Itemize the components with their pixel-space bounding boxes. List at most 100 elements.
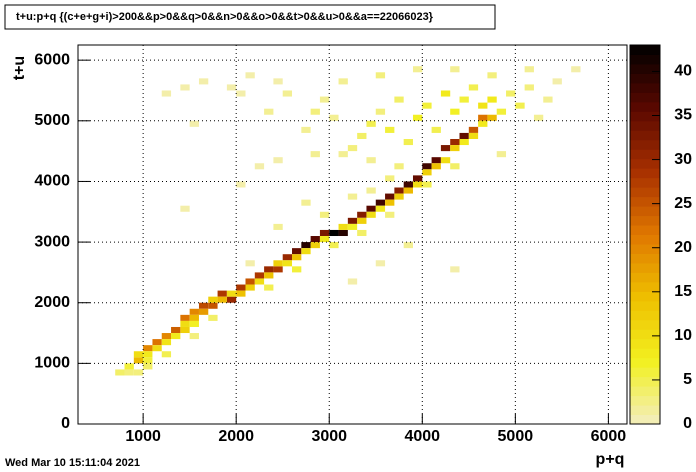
cell	[236, 181, 246, 188]
cell	[171, 333, 181, 340]
cell	[319, 211, 330, 218]
cell	[450, 145, 460, 152]
colorbar-band	[630, 158, 660, 169]
cell	[431, 163, 441, 170]
x-tick-label: 6000	[591, 428, 627, 445]
cell	[319, 229, 330, 237]
y-tick-label: 0	[61, 415, 70, 432]
cell	[292, 248, 302, 255]
cell	[301, 126, 311, 133]
z-tick-label: 40	[674, 63, 692, 80]
y-tick-label: 3000	[34, 233, 70, 250]
cell	[319, 96, 330, 103]
z-tick-label: 25	[674, 195, 692, 212]
colorbar-band	[630, 348, 660, 359]
colorbar-band	[630, 187, 660, 198]
colorbar-band	[630, 120, 660, 131]
cell	[357, 211, 367, 218]
cell	[543, 96, 553, 103]
cell	[357, 132, 367, 139]
colorbar-band	[630, 225, 660, 235]
cell	[329, 242, 339, 249]
z-tick-label: 0	[683, 415, 692, 432]
cell	[301, 248, 311, 255]
cell	[198, 78, 209, 85]
cell	[450, 163, 460, 170]
cell	[347, 278, 358, 285]
cell	[217, 296, 227, 303]
colorbar-band	[630, 45, 660, 55]
cell	[357, 217, 367, 224]
z-tick-label: 10	[674, 327, 692, 344]
cell	[264, 266, 274, 273]
cell	[412, 175, 423, 182]
cell	[468, 126, 479, 133]
cell	[375, 72, 386, 79]
cell	[468, 132, 479, 139]
cell	[524, 66, 534, 73]
cell	[245, 72, 255, 79]
cell	[412, 114, 423, 121]
cell	[431, 126, 441, 133]
cell	[524, 84, 534, 91]
cell	[301, 242, 311, 249]
cell	[394, 96, 404, 103]
cell	[571, 66, 581, 73]
colorbar-band	[630, 111, 660, 122]
cell	[254, 163, 265, 170]
cell	[133, 351, 144, 358]
colorbar-band	[630, 253, 660, 264]
cell	[375, 260, 386, 267]
cell	[319, 236, 330, 243]
cell	[338, 223, 348, 230]
cell	[180, 205, 190, 212]
chart-title: t+u:p+q {(c+e+g+i)>200&&p>0&&q>0&&n>0&&o…	[16, 11, 434, 23]
y-tick-label: 4000	[34, 173, 70, 190]
cell	[385, 126, 395, 133]
colorbar-band	[630, 177, 660, 188]
colorbar-frame	[629, 44, 661, 425]
cell	[273, 157, 283, 164]
cell	[198, 308, 209, 315]
cell	[273, 260, 283, 267]
cell	[161, 351, 172, 358]
cell	[133, 357, 144, 364]
cell	[478, 102, 488, 109]
cell	[450, 138, 460, 146]
cell	[515, 102, 525, 109]
cell	[282, 260, 293, 267]
cell	[403, 242, 413, 249]
cell	[450, 108, 460, 115]
cell	[506, 90, 516, 97]
z-tick-label: 30	[674, 151, 692, 168]
colorbar-band	[630, 367, 660, 378]
cell	[375, 108, 386, 115]
colorbar-band	[630, 149, 660, 160]
cell	[338, 78, 348, 85]
colorbar-band	[630, 54, 660, 65]
cell	[189, 120, 199, 127]
cell	[394, 163, 404, 170]
cell	[143, 357, 153, 364]
cell	[440, 157, 451, 164]
colorbar-band	[630, 395, 660, 406]
cell	[180, 326, 190, 334]
colorbar-band	[630, 272, 660, 283]
cell	[533, 114, 544, 121]
cell	[208, 302, 218, 309]
z-tick-label: 35	[674, 107, 692, 124]
cell	[282, 254, 293, 261]
cell	[478, 114, 488, 121]
cell	[403, 187, 413, 194]
cell	[292, 254, 302, 261]
colorbar-band	[630, 243, 660, 254]
cell	[254, 272, 265, 279]
cell	[124, 369, 134, 376]
colorbar-band	[630, 357, 660, 368]
cell	[245, 260, 255, 267]
colorbar-band	[630, 82, 660, 93]
cell	[487, 96, 497, 103]
cell	[459, 138, 469, 146]
cell	[264, 284, 274, 291]
